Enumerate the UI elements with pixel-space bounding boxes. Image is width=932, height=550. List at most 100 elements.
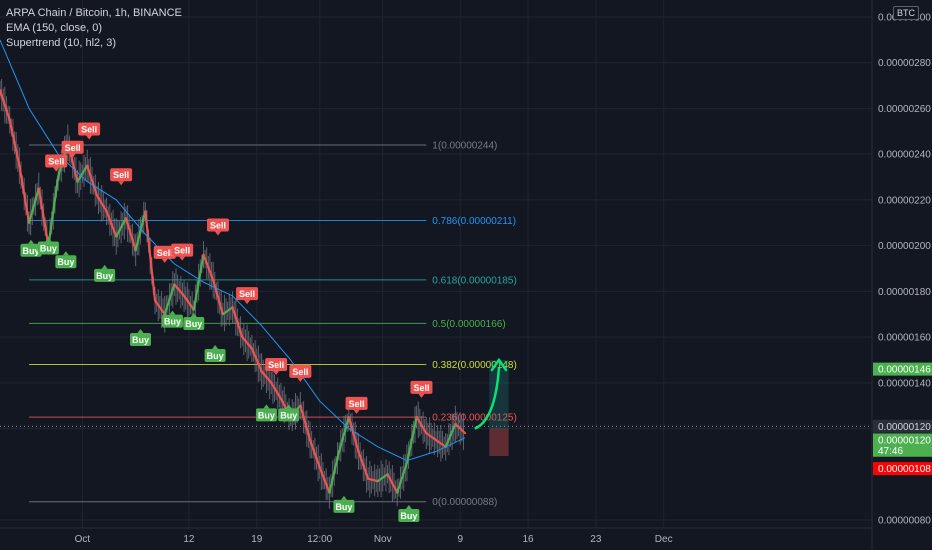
x-tick-label: 23 xyxy=(590,534,602,545)
supertrend-indicator-label[interactable]: Supertrend (10, hl2, 3) xyxy=(6,37,117,49)
supertrend-segment xyxy=(338,416,350,453)
buy-signal xyxy=(333,499,355,513)
sell-signal xyxy=(45,154,68,168)
supertrend-segment xyxy=(318,466,331,494)
ema-line xyxy=(0,39,466,462)
buy-signal xyxy=(94,268,116,282)
sell-signal-label: Sell xyxy=(113,170,129,180)
supertrend-segment xyxy=(405,416,418,464)
sell-signal xyxy=(236,287,259,301)
buy-signal-label: Buy xyxy=(164,317,181,327)
sell-signal-pointer xyxy=(69,153,76,158)
fib-level-label: 0.236(0.00000125) xyxy=(432,413,517,424)
supertrend-segment xyxy=(76,164,89,183)
x-tick-label: Nov xyxy=(374,534,392,545)
buy-signal-pointer xyxy=(405,504,412,509)
sell-signal-label: Sell xyxy=(413,383,429,393)
buy-signal-pointer xyxy=(137,328,144,333)
sell-signal-label: Sell xyxy=(239,289,255,299)
sell-signal-pointer xyxy=(215,231,221,236)
buy-signal xyxy=(398,508,420,522)
buy-signal-label: Buy xyxy=(132,335,149,345)
sell-signal xyxy=(110,168,133,182)
supertrend-segment xyxy=(144,210,157,302)
supertrend-segment xyxy=(221,306,234,316)
sell-signal-pointer xyxy=(53,167,60,172)
supertrend-segment xyxy=(434,438,447,448)
sell-signal-pointer xyxy=(273,370,280,375)
sell-signal-pointer xyxy=(118,181,125,186)
supertrend-segment xyxy=(415,416,428,435)
buy-signal xyxy=(255,408,277,422)
y-tick-label: 0.00000240 xyxy=(878,150,931,161)
price-tag xyxy=(873,433,932,447)
fib-level-label: 0(0.00000088) xyxy=(432,497,497,508)
ema-indicator-label[interactable]: EMA (150, close, 0) xyxy=(6,22,102,34)
supertrend-segment xyxy=(212,278,224,316)
supertrend-segment xyxy=(308,438,321,469)
x-tick-label: 12 xyxy=(183,534,195,545)
supertrend-segment xyxy=(153,299,166,316)
y-tick-label: 0.00000140 xyxy=(878,378,931,389)
supertrend-segment xyxy=(124,217,137,252)
buy-signal-label: Buy xyxy=(258,410,275,420)
y-tick-label: 0.00000280 xyxy=(878,58,931,69)
fib-level-label: 0.618(0.00000185) xyxy=(432,275,517,286)
sell-signal xyxy=(265,357,288,371)
buy-signal xyxy=(55,255,77,269)
supertrend-segment xyxy=(202,253,215,282)
x-tick-label: 16 xyxy=(522,534,534,545)
supertrend-segment xyxy=(115,217,128,238)
supertrend-segment xyxy=(376,473,389,483)
buy-signal xyxy=(37,241,59,255)
fib-level-label: 0.5(0.00000166) xyxy=(432,319,505,330)
price-tag xyxy=(873,443,932,457)
x-tick-label: Dec xyxy=(655,534,673,545)
buy-signal xyxy=(278,408,300,422)
buy-signal-pointer xyxy=(169,310,176,315)
sell-signal-pointer xyxy=(179,256,186,261)
price-tag-label: 0.00000146 xyxy=(878,365,931,376)
buy-signal-pointer xyxy=(285,404,292,409)
price-tag xyxy=(873,419,932,433)
y-tick-label: 0.00000220 xyxy=(878,195,931,206)
supertrend-segment xyxy=(37,187,50,247)
currency-badge[interactable]: BTC xyxy=(893,6,919,20)
chart-legend: ARPA Chain / Bitcoin, 1h, BINANCE EMA (1… xyxy=(6,6,182,51)
sell-signal-pointer xyxy=(418,393,425,398)
supertrend-segment xyxy=(444,422,457,448)
buy-signal-pointer xyxy=(28,239,35,244)
supertrend-segment xyxy=(163,283,176,316)
sell-signal xyxy=(61,140,84,154)
supertrend-segment xyxy=(182,294,195,311)
sell-signal-pointer xyxy=(353,409,360,414)
price-tag-label: 0.00000120 xyxy=(878,422,931,433)
buy-signal-pointer xyxy=(101,264,108,269)
sell-signal xyxy=(78,122,101,136)
buy-signal-pointer xyxy=(212,344,219,349)
buy-signal-label: Buy xyxy=(185,319,202,329)
sell-signal xyxy=(289,364,312,378)
sell-signal-label: Sell xyxy=(174,246,190,256)
supertrend-segment xyxy=(134,210,147,252)
supertrend-segment xyxy=(231,306,244,339)
buy-signal-pointer xyxy=(62,251,69,256)
supertrend-segment xyxy=(425,432,438,442)
position-target-zone xyxy=(489,359,509,429)
buy-signal-label: Buy xyxy=(57,257,74,267)
buy-signal-pointer xyxy=(340,495,347,500)
supertrend-segment xyxy=(18,164,31,224)
chart-title: ARPA Chain / Bitcoin, 1h, BINANCE xyxy=(6,7,182,19)
y-tick-label: 0.00000080 xyxy=(878,516,931,527)
supertrend-segment xyxy=(173,283,186,298)
supertrend-segment xyxy=(328,450,341,494)
x-tick-label: Oct xyxy=(75,534,91,545)
price-tag-label: 0.00000108 xyxy=(878,464,931,475)
x-tick-label: 19 xyxy=(251,534,263,545)
sell-signal-label: Sell xyxy=(157,248,173,258)
buy-signal xyxy=(204,348,226,362)
supertrend-segment xyxy=(95,194,108,213)
buy-signal-label: Buy xyxy=(335,502,352,512)
buy-signal-label: Buy xyxy=(96,271,113,281)
